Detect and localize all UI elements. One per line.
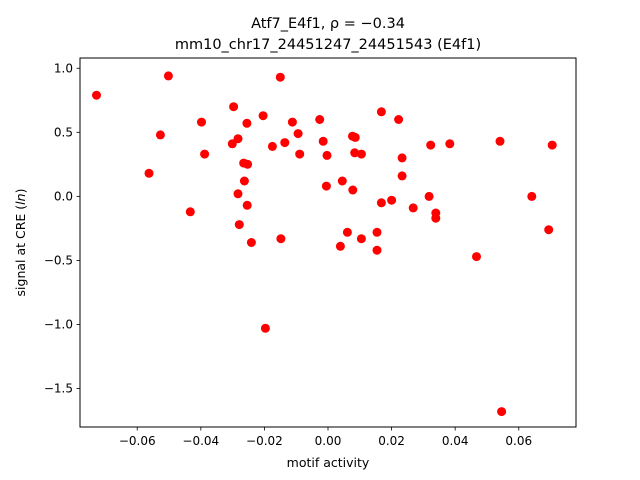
data-point <box>397 171 407 181</box>
chart-title-line1: Atf7_E4f1, ρ = −0.34 <box>251 16 405 32</box>
data-point <box>495 136 505 146</box>
data-point <box>246 238 256 247</box>
data-point <box>234 220 244 230</box>
data-point <box>527 191 537 201</box>
data-point <box>544 225 554 235</box>
data-point <box>408 203 418 213</box>
x-tick-label: −0.06 <box>119 434 156 448</box>
data-point <box>321 181 331 191</box>
data-point <box>342 227 352 237</box>
data-point <box>144 168 154 178</box>
data-point <box>356 149 366 159</box>
data-point <box>318 136 328 146</box>
data-point <box>445 139 455 149</box>
data-point <box>472 252 481 262</box>
data-point <box>275 72 285 82</box>
x-tick-label: −0.04 <box>182 434 219 448</box>
data-point <box>350 148 360 158</box>
data-point <box>397 153 407 163</box>
data-point <box>431 213 441 223</box>
x-tick-label: −0.02 <box>246 434 283 448</box>
data-point <box>547 140 557 150</box>
data-point <box>233 189 243 199</box>
data-point <box>163 71 173 81</box>
data-point <box>260 323 270 333</box>
data-point <box>92 90 101 100</box>
x-axis-label: motif activity <box>287 455 370 470</box>
points-layer <box>92 71 557 417</box>
plot-area <box>80 58 576 427</box>
y-tick-label: −0.5 <box>44 253 73 267</box>
data-point <box>394 115 404 124</box>
data-point <box>242 200 252 210</box>
x-tick-label: 0.04 <box>442 434 469 448</box>
data-point <box>258 111 268 121</box>
data-point <box>276 234 286 244</box>
data-point <box>497 407 507 417</box>
data-point <box>233 134 243 144</box>
data-point <box>356 234 366 244</box>
data-point <box>372 227 382 237</box>
y-tick-label: 1.0 <box>54 61 73 75</box>
x-tick-label: 0.02 <box>378 434 405 448</box>
data-point <box>267 141 277 151</box>
data-point <box>243 159 253 169</box>
data-point <box>287 117 297 127</box>
data-point <box>372 245 382 255</box>
data-point <box>376 198 386 208</box>
data-point <box>387 195 397 205</box>
data-point <box>197 117 206 127</box>
y-tick-label: 0.5 <box>54 125 73 139</box>
x-axis-ticks: −0.06 −0.04 −0.02 0.00 0.02 0.04 0.06 <box>119 427 532 448</box>
data-point <box>200 149 210 159</box>
data-point <box>239 176 249 186</box>
data-point <box>426 140 436 150</box>
data-point <box>229 102 239 112</box>
y-axis-label-italic: ln <box>13 193 28 204</box>
y-axis-ticks: 1.0 0.5 0.0 −0.5 −1.0 −1.5 <box>44 61 80 396</box>
x-tick-label: 0.00 <box>315 434 342 448</box>
y-tick-label: −1.5 <box>44 382 73 396</box>
x-tick-label: 0.06 <box>505 434 532 448</box>
data-point <box>280 138 290 148</box>
y-tick-label: 0.0 <box>54 189 73 203</box>
data-point <box>350 132 360 142</box>
data-point <box>335 241 345 251</box>
data-point <box>337 176 347 186</box>
data-point <box>295 149 305 159</box>
data-point <box>242 118 252 128</box>
data-point <box>376 107 386 117</box>
data-point <box>348 185 358 195</box>
data-point <box>424 191 434 201</box>
chart-title-line2: mm10_chr17_24451247_24451543 (E4f1) <box>175 37 481 53</box>
data-point <box>293 129 303 139</box>
data-point <box>322 150 332 160</box>
y-tick-label: −1.0 <box>44 318 73 332</box>
data-point <box>185 207 195 217</box>
data-point <box>155 130 165 140</box>
y-axis-label: signal at CRE (ln) <box>13 189 28 297</box>
data-point <box>315 115 325 124</box>
